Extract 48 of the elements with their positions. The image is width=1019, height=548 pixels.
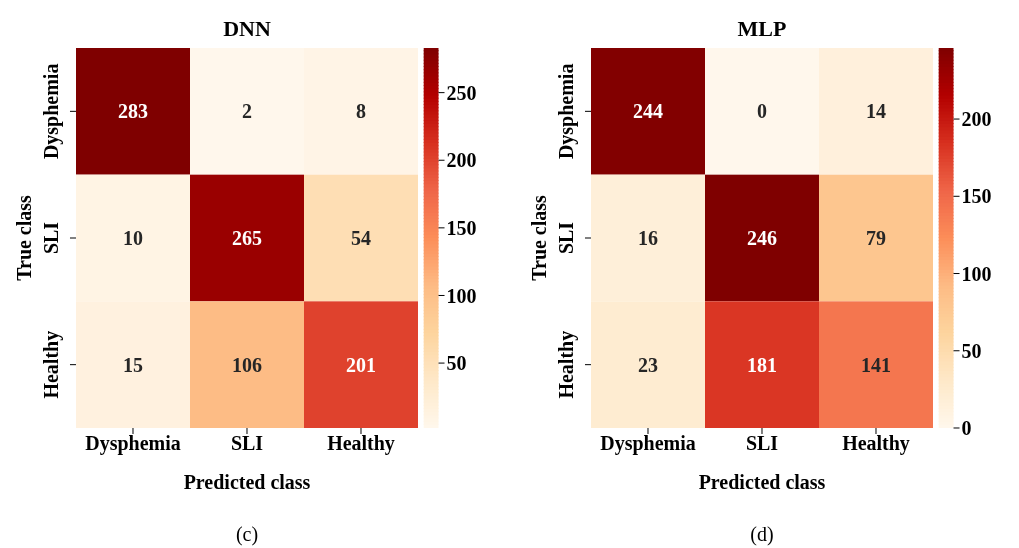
data-label: 16 [638,227,658,249]
data-label: 283 [118,100,148,123]
color-bar-label: 0 [961,417,972,440]
text: (d) [749,523,775,546]
x-tick-label: Dysphemia [600,432,696,456]
data-label: 244 [633,100,663,123]
text: (c) [234,523,260,546]
color-bar-label: 100 [961,262,992,285]
color-bar-label: 200 [961,108,992,131]
y-tick-label: Healthy [40,330,63,399]
data-label: 265 [232,227,262,249]
y-axis-title: True class [13,194,36,281]
color-bar-label: 150 [446,216,477,239]
data-label: 23 [638,353,658,376]
x-axis-title: Predicted class [698,471,826,493]
y-tick-label: SLI [555,221,577,255]
x-tick-label: Healthy [327,432,395,456]
x-axis-title: Predicted class [183,471,311,493]
data-label: 246 [747,227,777,249]
chart-title: DNN [222,16,272,42]
x-tick-label: Dysphemia [85,432,181,456]
data-label: 8 [356,100,366,123]
y-tick-label: Dysphemia [40,63,63,160]
data-label: 79 [866,227,886,249]
x-tick-label: SLI [745,432,779,455]
data-label: 54 [351,227,371,249]
data-label: 14 [866,100,886,123]
y-tick-label: Healthy [555,330,578,399]
data-label: 2 [242,100,252,123]
color-bar-label: 250 [446,81,477,104]
data-label: 201 [346,353,376,376]
color-bar-label: 50 [446,352,467,375]
data-label: 10 [123,227,143,249]
color-bar-label: 50 [961,339,982,362]
data-label: 106 [232,353,262,376]
data-label: 141 [861,353,891,376]
data-label: 15 [123,353,143,376]
y-tick-label: SLI [40,221,62,255]
data-label: 0 [757,100,767,123]
chart-title: MLP [736,16,788,42]
y-tick-label: Dysphemia [555,63,578,160]
x-tick-label: Healthy [842,432,910,456]
x-tick-label: SLI [230,432,264,455]
data-label: 181 [747,353,777,376]
color-bar-label: 150 [961,185,992,208]
y-axis-title: True class [528,194,551,281]
color-bar-label: 100 [446,284,477,307]
color-bar-label: 200 [446,149,477,172]
